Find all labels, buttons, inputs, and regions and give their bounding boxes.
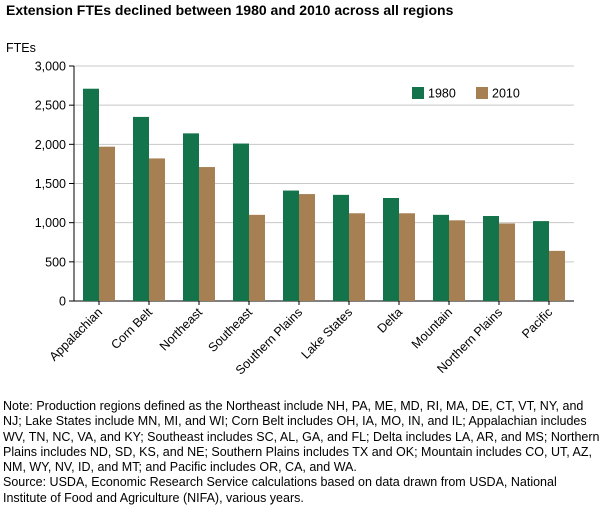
bar-2010-pacific: [549, 250, 565, 301]
x-tick-label: Southeast: [205, 305, 255, 355]
bar-2010-mountain: [449, 220, 465, 301]
bar-1980-lake-states: [333, 194, 349, 301]
x-tick-label: Pacific: [519, 305, 555, 341]
bar-2010-lake-states: [349, 213, 365, 301]
bar-1980-mountain: [433, 214, 449, 301]
bar-2010-southeast: [249, 214, 265, 301]
y-tick-label: 1,000: [35, 216, 66, 230]
bar-chart: FTEs 0 500 1,000 1,500 2,000 2,500 3,000 Appalac…: [6, 41, 574, 378]
x-tick-label: Lake States: [299, 305, 356, 362]
y-axis-label: FTEs: [6, 41, 36, 55]
x-tick-label: Delta: [375, 305, 406, 336]
bar-1980-pacific: [533, 221, 549, 301]
bar-2010-appalachian: [99, 146, 115, 301]
bar-1980-northeast: [183, 133, 199, 301]
note-text: Note: Production regions defined as the …: [3, 399, 600, 475]
x-tick-label: Mountain: [409, 305, 455, 351]
x-tick-label: Corn Belt: [108, 305, 155, 352]
bar-1980-southeast: [233, 143, 249, 301]
bar-1980-southern-plains: [283, 190, 299, 301]
x-tick-label: Appalachian: [47, 305, 106, 364]
bar-2010-northeast: [199, 167, 215, 301]
bar-1980-delta: [383, 197, 399, 301]
chart-title: Extension FTEs declined between 1980 and…: [6, 2, 454, 18]
y-tick-label: 1,500: [35, 177, 66, 191]
y-tick-label: 500: [45, 255, 66, 269]
bar-1980-appalachian: [83, 88, 99, 301]
bar-1980-northern-plains: [483, 216, 499, 301]
bar-1980-corn-belt: [133, 116, 149, 302]
legend-label-1980: 1980: [428, 87, 456, 101]
legend-swatch-2010: [476, 87, 488, 99]
bars: [83, 88, 565, 302]
y-tick-label: 2,000: [35, 138, 66, 152]
y-tick-label: 0: [59, 295, 66, 309]
bar-2010-delta: [399, 213, 415, 301]
bar-2010-corn-belt: [149, 158, 165, 301]
legend: 1980 2010: [412, 87, 520, 101]
legend-label-2010: 2010: [492, 87, 520, 101]
source-text: Source: USDA, Economic Research Service …: [3, 475, 557, 505]
bar-2010-southern-plains: [299, 194, 315, 301]
y-tick-label: 2,500: [35, 99, 66, 113]
y-tick-label: 3,000: [35, 60, 66, 74]
legend-swatch-1980: [412, 87, 424, 99]
chart-notes: Note: Production regions defined as the …: [3, 399, 601, 506]
bar-2010-northern-plains: [499, 223, 515, 301]
x-tick-label: Northeast: [157, 305, 206, 354]
